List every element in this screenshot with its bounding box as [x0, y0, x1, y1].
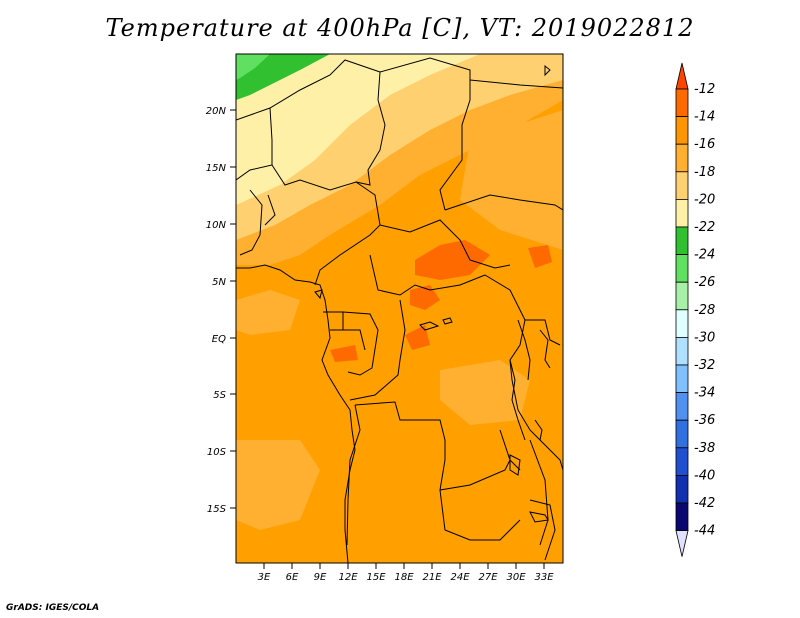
colorbar-label: -20: [694, 192, 715, 207]
lon-label: 24E: [450, 572, 470, 583]
lon-label: 18E: [394, 572, 414, 583]
lat-label: 5N: [212, 277, 226, 288]
colorbar-label: -36: [694, 413, 715, 428]
lat-label: 15N: [206, 163, 227, 174]
colorbar-label: -12: [694, 82, 715, 97]
colorbar-swatch: [675, 226, 689, 256]
colorbar-swatch: [675, 171, 689, 200]
colorbar-swatch: [675, 143, 689, 173]
colorbar-swatch: [675, 474, 689, 504]
colorbar-swatch: [675, 309, 689, 338]
lon-label: 30E: [506, 572, 526, 583]
lon-label: 21E: [422, 572, 442, 583]
temperature-field: [236, 54, 563, 563]
longitude-axis: 3E 6E 9E 12E 15E 18E 21E 24E 27E 30E 33E: [258, 563, 554, 583]
map-frame: [235, 53, 564, 564]
colorbar-swatch: [675, 502, 689, 532]
lat-label: 15S: [207, 504, 227, 515]
colorbar-arrow-bottom: [675, 530, 689, 557]
colorbar-swatch: [675, 198, 689, 228]
colorbar-label: -16: [694, 137, 715, 152]
colorbar: -12 -14 -16 -18 -20 -22 -24 -26 -28 -30 -32 -34 -36 -…: [675, 62, 715, 557]
colorbar-swatch: [675, 88, 689, 118]
colorbar-swatch: [675, 254, 689, 283]
lat-label: 5S: [213, 390, 226, 401]
latitude-axis: 20N 15N 10N 5N EQ 5S 10S 15S: [206, 106, 236, 515]
lon-label: 12E: [338, 572, 358, 583]
colorbar-arrow-top: [675, 62, 689, 90]
colorbar-label: -34: [694, 386, 715, 401]
lat-label: EQ: [212, 334, 226, 345]
colorbar-swatch: [675, 447, 689, 476]
colorbar-label: -26: [694, 275, 715, 290]
lat-label: 20N: [206, 106, 227, 117]
colorbar-label: -28: [694, 303, 715, 318]
colorbar-swatch: [675, 281, 689, 311]
lat-label: 10S: [207, 447, 227, 458]
colorbar-swatch: [675, 116, 689, 145]
colorbar-label: -22: [694, 220, 715, 235]
colorbar-label: -44: [694, 524, 715, 539]
grads-credit: GrADS: IGES/COLA: [6, 603, 100, 613]
country-borders: [236, 57, 563, 561]
lon-label: 6E: [286, 572, 299, 583]
colorbar-label: -38: [694, 441, 715, 456]
colorbar-label: -30: [694, 330, 715, 345]
colorbar-label: -24: [694, 248, 715, 263]
map-title: Temperature at 400hPa [C], VT: 201902281…: [105, 14, 695, 42]
coastline: [236, 64, 551, 563]
colorbar-swatch: [675, 336, 689, 366]
colorbar-swatch: [675, 392, 689, 421]
lat-label: 10N: [206, 220, 227, 231]
lon-label: 3E: [258, 572, 271, 583]
lon-label: 27E: [478, 572, 498, 583]
colorbar-label: -14: [694, 110, 715, 125]
lon-label: 15E: [366, 572, 386, 583]
colorbar-label: -18: [694, 165, 715, 180]
colorbar-label: -42: [694, 496, 715, 511]
lon-label: 9E: [314, 572, 327, 583]
colorbar-swatch: [675, 419, 689, 449]
colorbar-label: -32: [694, 358, 715, 373]
colorbar-label: -40: [694, 468, 715, 483]
lon-label: 33E: [534, 572, 554, 583]
colorbar-swatch: [675, 364, 689, 394]
